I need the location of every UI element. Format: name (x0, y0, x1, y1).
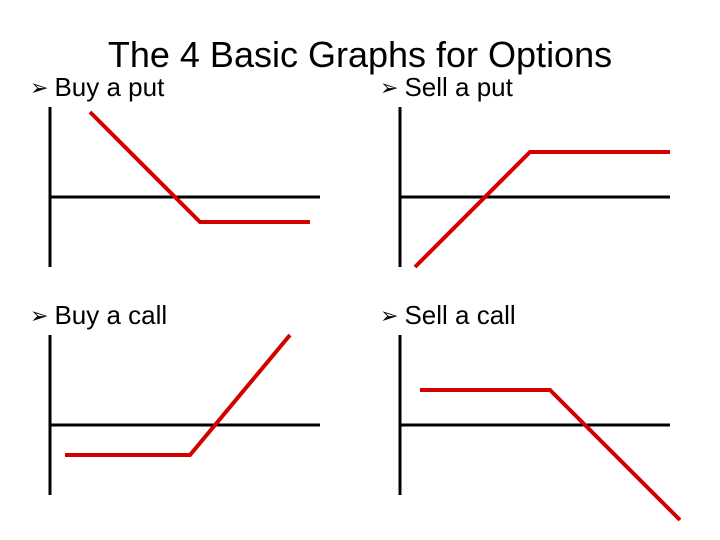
chart-buy-call (30, 335, 330, 505)
label-sell-call-text: Sell a call (404, 300, 515, 331)
bullet-icon: ➢ (30, 77, 48, 99)
bullet-icon: ➢ (380, 305, 398, 327)
label-buy-call: ➢ Buy a call (30, 300, 360, 331)
chart-svg-buy-call (30, 335, 330, 505)
chart-svg-sell-put (380, 107, 680, 277)
chart-svg-sell-call (380, 335, 680, 505)
cell-buy-put: ➢ Buy a put (30, 72, 360, 277)
label-buy-put: ➢ Buy a put (30, 72, 360, 103)
chart-sell-put (380, 107, 680, 277)
label-sell-put-text: Sell a put (404, 72, 512, 103)
chart-buy-put (30, 107, 330, 277)
label-sell-put: ➢ Sell a put (380, 72, 710, 103)
page-title: The 4 Basic Graphs for Options (0, 34, 720, 76)
cell-buy-call: ➢ Buy a call (30, 300, 360, 505)
chart-sell-call (380, 335, 680, 505)
chart-svg-buy-put (30, 107, 330, 277)
bullet-icon: ➢ (30, 305, 48, 327)
bullet-icon: ➢ (380, 77, 398, 99)
label-sell-call: ➢ Sell a call (380, 300, 710, 331)
cell-sell-put: ➢ Sell a put (380, 72, 710, 277)
cell-sell-call: ➢ Sell a call (380, 300, 710, 505)
label-buy-call-text: Buy a call (54, 300, 167, 331)
label-buy-put-text: Buy a put (54, 72, 164, 103)
